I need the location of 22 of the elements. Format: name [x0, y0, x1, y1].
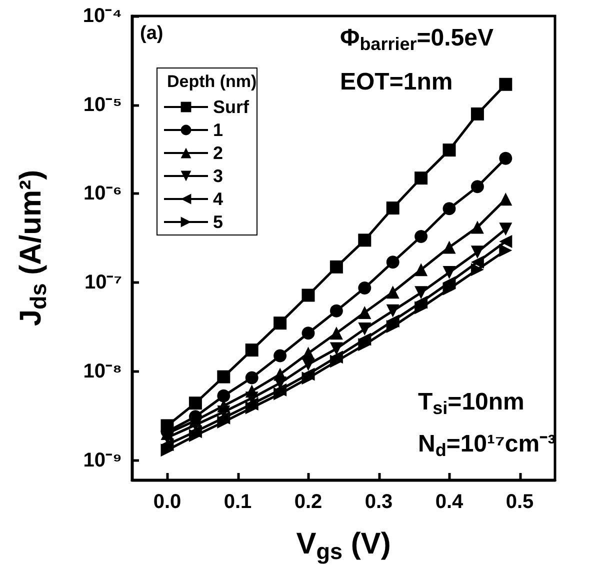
- legend-label: 2: [213, 143, 224, 163]
- y-tick-label: 10⁻⁹: [83, 449, 122, 472]
- y-axis-title: Jds (A/um²): [14, 170, 51, 326]
- x-tick-label: 0.2: [294, 491, 322, 513]
- annotation: (a): [140, 23, 164, 44]
- legend-title: Depth (nm): [167, 72, 257, 91]
- y-tick-label: 10⁻⁸: [83, 360, 122, 382]
- annotation: EOT=1nm: [340, 68, 453, 96]
- y-tick-label: 10⁻⁵: [83, 94, 122, 116]
- legend-label: 1: [213, 120, 224, 140]
- y-tick-label: 10⁻⁴: [82, 5, 122, 27]
- legend-label: 5: [213, 212, 224, 232]
- legend-label: 3: [213, 166, 224, 186]
- y-tick-label: 10⁻⁷: [84, 272, 122, 294]
- x-tick-label: 0.3: [364, 491, 393, 513]
- x-tick-label: 0.5: [506, 491, 534, 513]
- x-tick-label: 0.1: [224, 491, 252, 513]
- x-tick-label: 0.4: [435, 491, 464, 513]
- legend-label: Surf: [213, 97, 250, 117]
- legend-label: 4: [213, 189, 224, 209]
- y-tick-label: 10⁻⁶: [84, 182, 122, 205]
- x-tick-label: 0.0: [153, 491, 182, 513]
